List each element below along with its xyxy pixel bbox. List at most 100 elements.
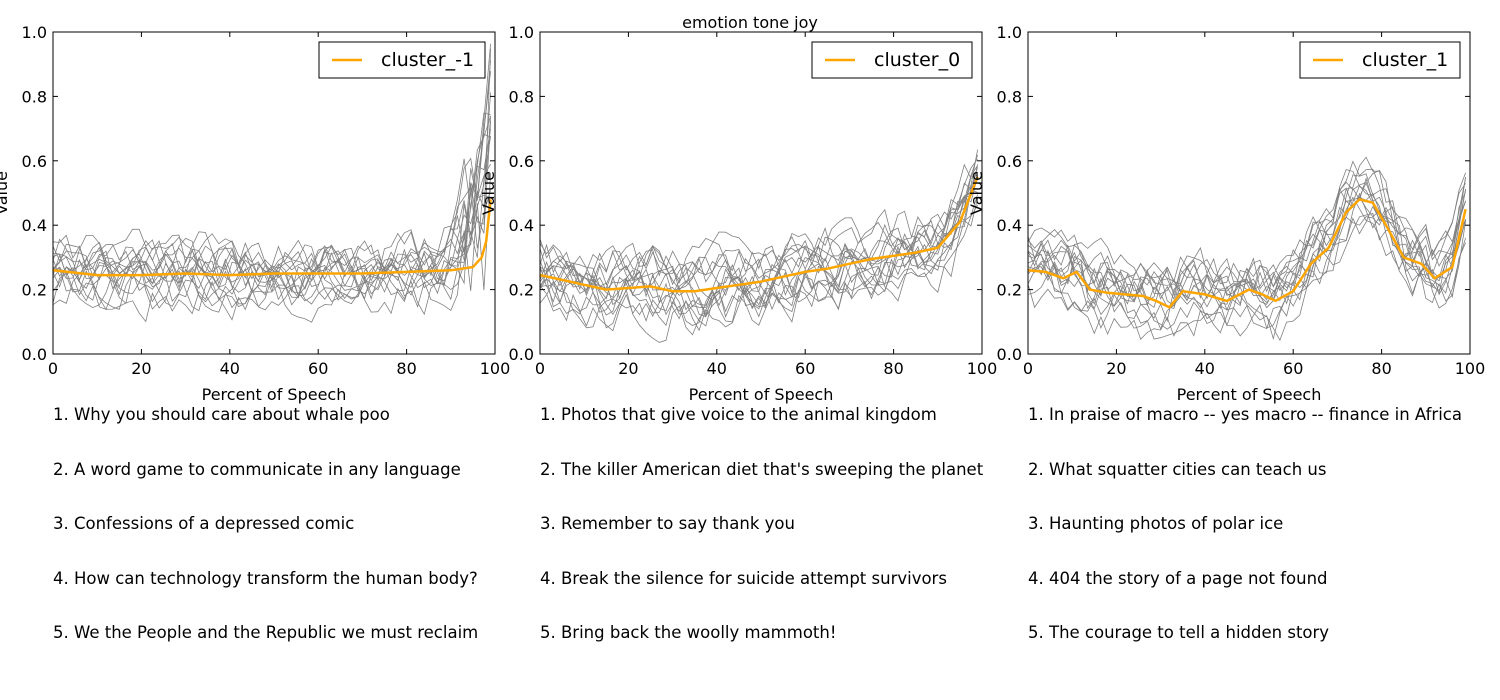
sample-traces xyxy=(540,149,978,343)
sample-line xyxy=(53,92,491,284)
cluster-titles-list: 1. Why you should care about whale poo 2… xyxy=(53,405,478,678)
x-tick-label: 100 xyxy=(1455,359,1486,378)
legend-label: cluster_1 xyxy=(1362,49,1448,71)
sample-line xyxy=(540,164,978,332)
sample-line xyxy=(1028,185,1466,327)
y-axis-label: Value xyxy=(479,171,498,215)
y-tick-label: 0.2 xyxy=(22,281,47,300)
sample-line xyxy=(540,163,978,295)
legend-label: cluster_0 xyxy=(874,49,960,71)
y-tick-label: 0.6 xyxy=(22,152,47,171)
sample-line xyxy=(1028,196,1466,340)
sample-line xyxy=(1028,210,1466,309)
y-tick-label: 1.0 xyxy=(997,23,1022,42)
sample-line xyxy=(540,176,978,306)
sample-line xyxy=(53,116,491,285)
talk-title: 5. The courage to tell a hidden story xyxy=(1028,623,1330,642)
talk-title: 4. How can technology transform the huma… xyxy=(53,568,478,588)
sample-line xyxy=(53,163,491,313)
sample-traces xyxy=(53,43,491,323)
mean-line xyxy=(1028,198,1467,309)
axes-frame xyxy=(52,31,496,355)
sample-line xyxy=(540,149,978,291)
talk-title: 3. Remember to say thank you xyxy=(540,514,795,533)
talk-title: 4. 404 the story of a page not found xyxy=(1028,568,1328,588)
talk-title: 1. Photos that give voice to the animal … xyxy=(540,405,937,424)
sample-line xyxy=(53,136,491,315)
y-tick-label: 0.8 xyxy=(509,87,534,106)
x-tick-label: 40 xyxy=(707,359,727,378)
sample-line xyxy=(540,204,978,329)
x-tick-label: 20 xyxy=(1106,359,1126,378)
y-tick-label: 0.0 xyxy=(997,345,1022,364)
sample-line xyxy=(53,43,491,283)
sample-line xyxy=(1028,173,1466,310)
talk-title: 3. Haunting photos of polar ice xyxy=(1028,514,1284,533)
talk-title: 3. Confessions of a depressed comic xyxy=(53,514,355,533)
sample-line xyxy=(540,189,978,327)
x-tick-label: 20 xyxy=(618,359,638,378)
figure-title: emotion tone joy xyxy=(682,13,818,32)
sample-line xyxy=(1028,177,1466,307)
y-tick-label: 0.0 xyxy=(509,345,534,364)
x-tick-label: 40 xyxy=(220,359,240,378)
mean-line xyxy=(540,176,979,293)
x-axis-label: Percent of Speech xyxy=(689,385,834,404)
sample-line xyxy=(540,177,978,296)
sample-line xyxy=(53,48,491,293)
x-tick-label: 0 xyxy=(1023,359,1033,378)
talk-title: 2. What squatter cities can teach us xyxy=(1028,459,1327,479)
talk-title: 1. Why you should care about whale poo xyxy=(53,405,390,424)
x-tick-label: 40 xyxy=(1195,359,1215,378)
y-tick-label: 0.4 xyxy=(22,216,47,235)
talk-title: 1. In praise of macro -- yes macro -- fi… xyxy=(1028,405,1462,424)
x-tick-label: 100 xyxy=(967,359,998,378)
cluster-titles-list: 1. In praise of macro -- yes macro -- fi… xyxy=(1028,405,1462,678)
y-tick-label: 0.2 xyxy=(997,281,1022,300)
talk-title: 4. Break the silence for suicide attempt… xyxy=(540,568,947,588)
x-tick-label: 60 xyxy=(308,359,328,378)
y-axis-label: Value xyxy=(967,171,986,215)
x-tick-label: 100 xyxy=(480,359,511,378)
axes-frame xyxy=(539,31,983,355)
x-tick-label: 60 xyxy=(795,359,815,378)
x-tick-label: 60 xyxy=(1283,359,1303,378)
sample-line xyxy=(1028,187,1466,323)
talk-title: 5. Bring back the woolly mammoth! xyxy=(540,623,837,642)
y-tick-label: 0.6 xyxy=(509,152,534,171)
sample-line xyxy=(1028,212,1466,342)
x-tick-label: 80 xyxy=(396,359,416,378)
legend-label: cluster_-1 xyxy=(381,49,474,71)
x-axis-label: Percent of Speech xyxy=(1177,385,1322,404)
y-tick-label: 1.0 xyxy=(22,23,47,42)
mean-line xyxy=(53,199,492,277)
y-tick-label: 1.0 xyxy=(509,23,534,42)
sample-line xyxy=(540,179,978,285)
y-axis-label: Value xyxy=(0,171,11,215)
legend: cluster_-1 xyxy=(318,41,486,79)
x-tick-label: 80 xyxy=(1371,359,1391,378)
x-tick-label: 20 xyxy=(131,359,151,378)
y-tick-label: 0.8 xyxy=(997,87,1022,106)
y-tick-label: 0.8 xyxy=(22,87,47,106)
x-tick-label: 0 xyxy=(48,359,58,378)
cluster-titles-list: 1. Photos that give voice to the animal … xyxy=(540,405,983,678)
y-tick-label: 0.4 xyxy=(997,216,1022,235)
sample-line xyxy=(53,115,491,309)
sample-line xyxy=(1028,205,1466,341)
sample-line xyxy=(1028,169,1466,302)
legend: cluster_0 xyxy=(811,41,973,79)
x-tick-label: 0 xyxy=(535,359,545,378)
sample-line xyxy=(1028,156,1466,298)
talk-title: 2. The killer American diet that's sweep… xyxy=(540,459,984,479)
sample-line xyxy=(540,192,978,318)
sample-line xyxy=(1028,169,1466,309)
talk-title: 5. We the People and the Republic we mus… xyxy=(53,623,479,642)
y-tick-label: 0.0 xyxy=(22,345,47,364)
legend: cluster_1 xyxy=(1299,41,1461,79)
y-tick-label: 0.2 xyxy=(509,281,534,300)
